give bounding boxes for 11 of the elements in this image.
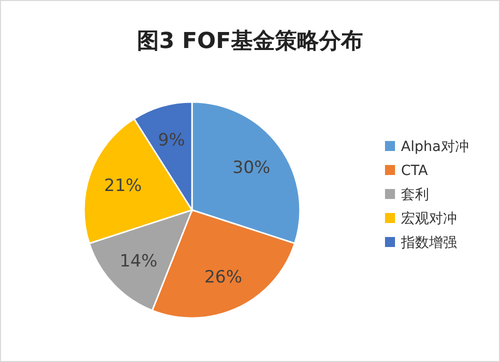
data-label: 21% [104, 176, 142, 196]
legend-label: CTA [401, 163, 428, 179]
legend-label: 套利 [401, 187, 429, 203]
data-label: 30% [232, 158, 270, 178]
legend-label: Alpha对冲 [401, 139, 469, 155]
data-label: 14% [120, 251, 158, 272]
chart-title: 图3 FOF基金策略分布 [137, 29, 363, 54]
data-label: 9% [158, 130, 186, 150]
data-label: 26% [204, 267, 242, 288]
legend-label: 指数增强 [400, 235, 457, 251]
legend-label: 宏观对冲 [401, 211, 457, 227]
